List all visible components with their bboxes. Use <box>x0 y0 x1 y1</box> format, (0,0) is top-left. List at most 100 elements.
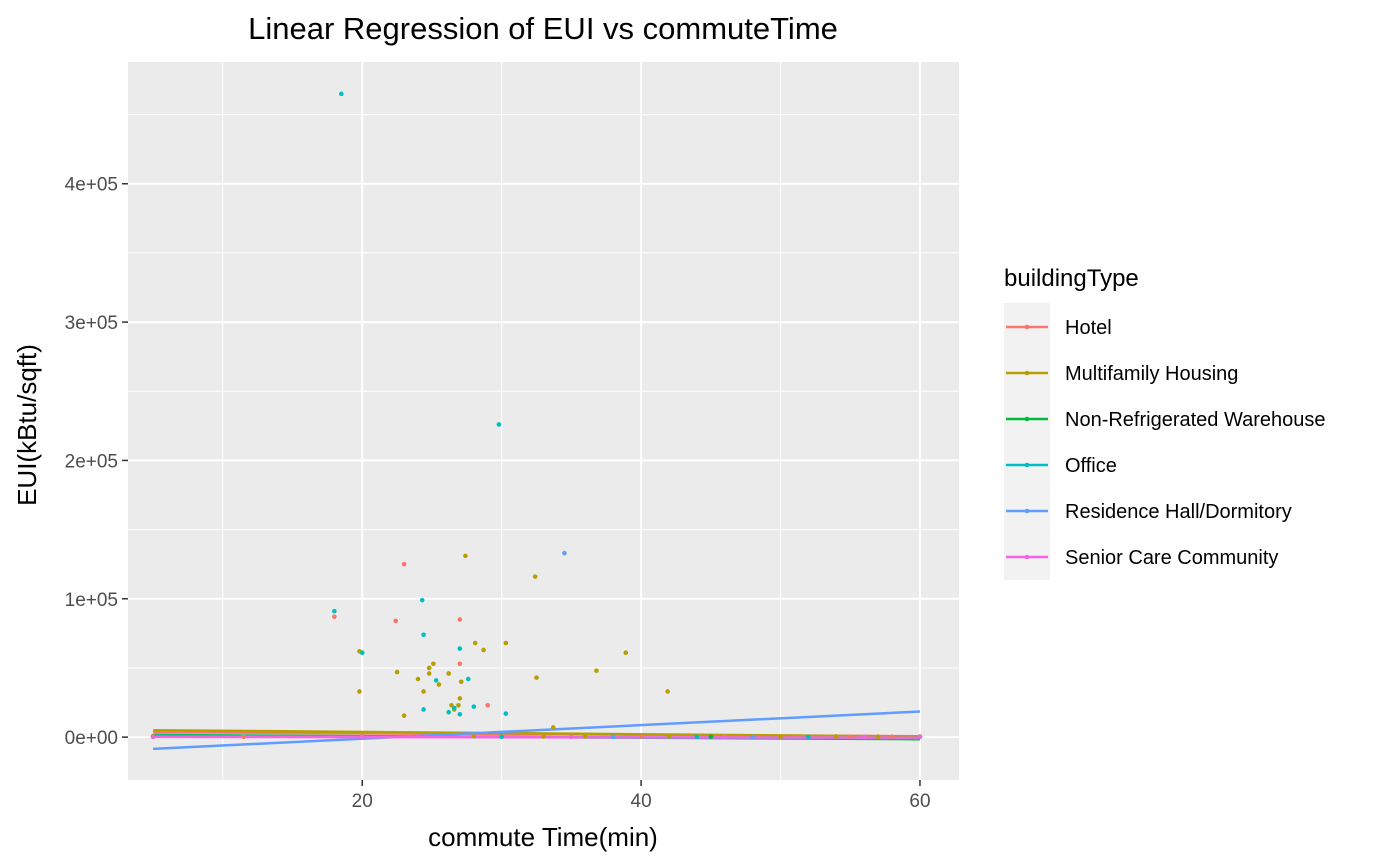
data-point <box>806 734 811 740</box>
data-point <box>426 665 432 671</box>
data-point <box>332 608 337 614</box>
data-point <box>665 689 670 694</box>
y-tick-label: 1e+05 <box>65 590 118 611</box>
data-point <box>446 671 451 676</box>
data-point <box>889 734 895 740</box>
data-point <box>394 669 400 675</box>
data-point <box>569 734 574 740</box>
data-point <box>550 725 556 730</box>
data-point <box>401 713 407 718</box>
data-points <box>150 91 923 740</box>
data-point <box>433 678 439 683</box>
data-point <box>834 734 839 739</box>
data-point <box>532 574 538 579</box>
data-point <box>750 734 755 740</box>
chart-title: Linear Regression of EUI vs commuteTime <box>248 11 838 46</box>
regression-lines <box>153 710 921 751</box>
legend-label: Office <box>1065 455 1117 477</box>
data-point <box>436 682 442 687</box>
data-point <box>847 734 853 739</box>
data-point <box>638 734 644 739</box>
data-point <box>485 702 491 708</box>
legend-key-point <box>1024 416 1030 422</box>
legend-label: Non-Refrigerated Warehouse <box>1065 409 1326 431</box>
legend-label: Multifamily Housing <box>1065 363 1238 385</box>
data-point <box>472 640 478 646</box>
data-point <box>332 614 337 620</box>
data-point <box>481 647 486 653</box>
regression-line <box>153 728 920 738</box>
legend-label: Hotel <box>1065 317 1112 339</box>
data-point <box>471 704 477 709</box>
legend-label: Senior Care Community <box>1065 547 1278 569</box>
legend-key-point <box>1024 508 1030 514</box>
data-point <box>415 676 421 682</box>
panel-background <box>128 62 959 780</box>
data-point <box>419 597 425 603</box>
legend: buildingType Hotel Multifamily Housing Non… <box>1004 265 1326 580</box>
data-point <box>357 689 362 694</box>
legend-key-point <box>1024 370 1030 376</box>
y-tick-label: 2e+05 <box>65 451 118 472</box>
data-point <box>875 734 881 739</box>
data-point <box>451 705 457 711</box>
legend-key-background <box>1004 303 1050 580</box>
data-point <box>541 734 546 739</box>
legend-label: Residence Hall/Dormitory <box>1065 501 1292 523</box>
data-point <box>457 711 463 717</box>
data-point <box>499 734 504 739</box>
x-tick-label: 60 <box>909 791 930 812</box>
data-point <box>562 550 567 556</box>
legend-key-point <box>1024 324 1030 330</box>
axes: 20 40 60 0e+00 1e+05 2e+05 3e+05 4e+05 <box>65 175 931 812</box>
y-tick-label: 4e+05 <box>65 175 118 196</box>
data-point <box>150 734 156 740</box>
data-point <box>393 618 399 624</box>
data-point <box>339 91 344 97</box>
data-point <box>722 734 728 739</box>
x-tick-label: 40 <box>631 791 652 812</box>
legend-key-point <box>1024 462 1030 468</box>
regression-line <box>153 735 920 739</box>
data-point <box>421 689 426 694</box>
data-point <box>778 734 783 739</box>
data-point <box>861 734 867 740</box>
data-point <box>401 561 407 567</box>
plot-panel <box>128 62 959 780</box>
data-point <box>458 679 464 685</box>
data-point <box>463 553 468 559</box>
legend-key-point <box>1024 554 1030 560</box>
data-point <box>457 617 463 622</box>
legend-title: buildingType <box>1004 265 1139 292</box>
data-point <box>241 734 247 740</box>
data-point <box>421 632 426 638</box>
data-point <box>583 734 588 739</box>
data-point <box>623 650 629 656</box>
data-point <box>471 733 477 739</box>
y-axis-title: EUI(kBtu/sqft) <box>12 344 42 506</box>
x-axis-title: commute Time(min) <box>428 822 658 852</box>
data-point <box>456 702 461 708</box>
data-point <box>496 422 502 427</box>
data-point <box>708 734 714 739</box>
x-tick-label: 20 <box>352 791 373 812</box>
data-point <box>359 734 365 739</box>
regression-line <box>153 710 921 751</box>
data-point <box>359 650 365 656</box>
data-point <box>446 709 451 715</box>
data-point <box>457 646 463 651</box>
data-point <box>457 696 463 701</box>
data-point <box>503 640 509 646</box>
data-point <box>503 711 509 716</box>
data-point <box>449 702 454 708</box>
y-tick-label: 0e+00 <box>65 728 118 749</box>
data-point <box>917 734 923 739</box>
y-tick-label: 3e+05 <box>65 313 118 334</box>
data-point <box>431 661 436 667</box>
data-point <box>594 668 599 674</box>
data-point <box>465 676 471 682</box>
data-point <box>610 734 616 739</box>
data-point <box>666 733 672 739</box>
